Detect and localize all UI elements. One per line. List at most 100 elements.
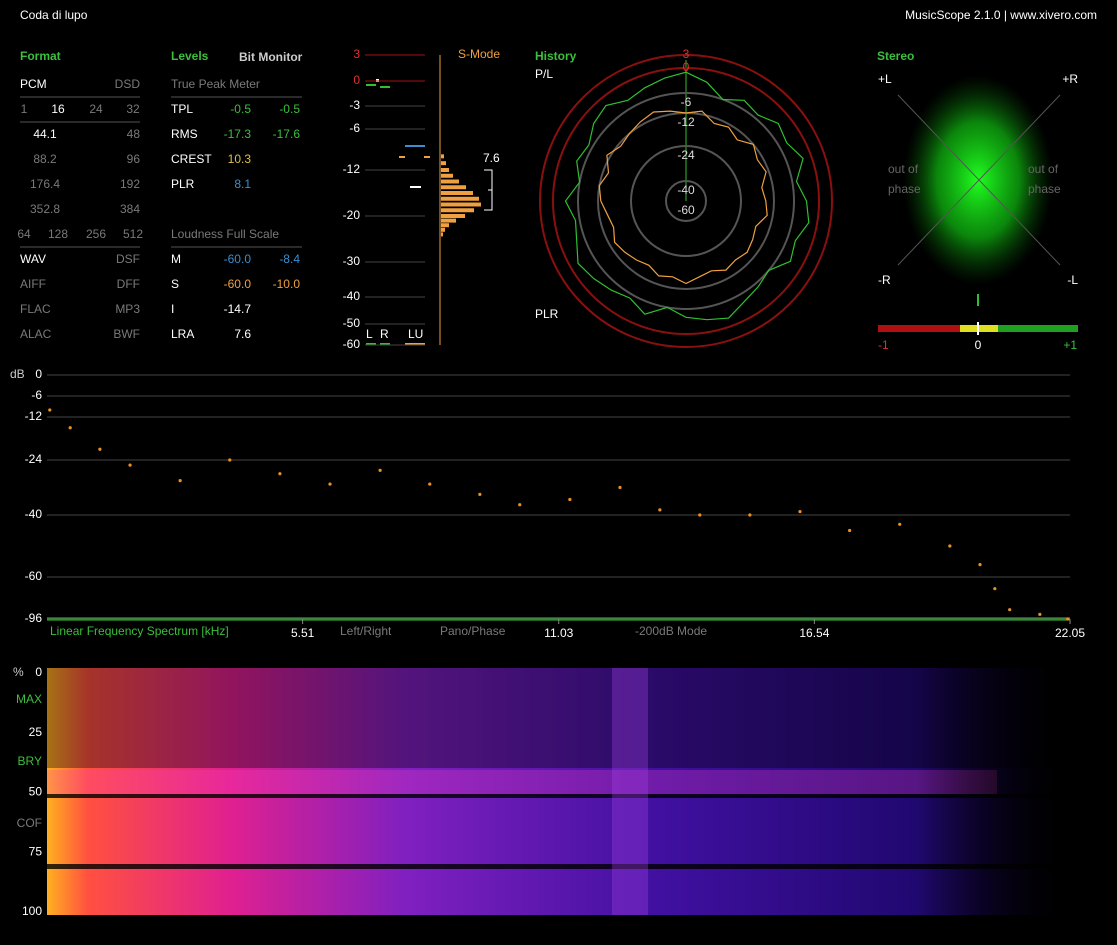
level-value: -0.5: [230, 102, 251, 116]
y-tick-label: 0: [35, 367, 42, 381]
polar-trace: [564, 71, 810, 321]
spectrum-point: [978, 563, 982, 567]
format-option: 32: [126, 102, 140, 116]
app-title: MusicScope 2.1.0 | www.xivero.com: [905, 8, 1097, 22]
histogram-bar: [441, 154, 444, 159]
format-option: 256: [86, 227, 106, 241]
histogram-bar: [441, 191, 473, 195]
x-tick-label: 5.51: [291, 626, 315, 640]
histogram-bar: [441, 173, 453, 178]
x-tick-label: 11.03: [544, 626, 573, 640]
panel-title: History: [535, 49, 577, 63]
format-option: DFF: [117, 277, 140, 291]
level-value: 8.1: [234, 177, 251, 191]
spectrum-point: [478, 492, 482, 496]
spectrogram-fade: [47, 668, 1070, 915]
meter-tick-label: -3: [349, 98, 360, 112]
y-tick-label: -24: [25, 452, 43, 466]
histogram-bar: [441, 208, 474, 213]
polar-tick-label: -6: [681, 95, 692, 109]
channel-label: R: [380, 327, 389, 341]
x-tick-label: 22.05: [1055, 626, 1085, 640]
spectrum-point: [518, 503, 522, 507]
polar-ring: [665, 180, 707, 222]
meter-mode[interactable]: S-Mode: [458, 47, 500, 61]
mode-button[interactable]: Pano/Phase: [440, 624, 506, 638]
y-tick-label: 25: [29, 725, 43, 739]
y-tick-label: -40: [25, 507, 43, 521]
histogram-bar: [441, 223, 449, 228]
spectrum-point: [378, 468, 382, 472]
format-option: 352.8: [30, 202, 60, 216]
histogram-bar: [441, 227, 445, 232]
format-option: 384: [120, 202, 140, 216]
polar-tick-label: -60: [677, 203, 695, 217]
format-option: 96: [127, 152, 141, 166]
spectrum-point: [128, 463, 132, 467]
spectrum-point: [898, 522, 902, 526]
polar-trace: [598, 110, 768, 285]
y-tick-label: -60: [25, 569, 43, 583]
corner-label: +R: [1062, 72, 1078, 86]
y-tick-label: -96: [25, 611, 43, 625]
spectrum-point: [698, 513, 702, 517]
histogram-bar: [441, 232, 443, 237]
format-option: 176.4: [30, 177, 60, 191]
section-header: Loudness Full Scale: [171, 227, 279, 241]
level-value: -17.6: [273, 127, 301, 141]
spectrum-point: [98, 447, 102, 451]
format-option: MP3: [115, 302, 140, 316]
y-tick-label: 0: [35, 665, 42, 679]
channel-label: LU: [408, 327, 423, 341]
polar-tick-label: 0: [683, 60, 690, 74]
tab[interactable]: Bit Monitor: [239, 50, 303, 64]
spectrum-point: [618, 485, 622, 490]
level-value: -8.4: [279, 252, 300, 266]
marker-label: COF: [17, 816, 42, 830]
y-tick-label: -6: [31, 388, 42, 402]
marker-label: MAX: [16, 692, 42, 706]
spectrum-point: [568, 497, 572, 502]
polar-ring: [539, 54, 833, 348]
phase-label: phase: [888, 182, 921, 196]
correlation-segment: [998, 325, 1078, 332]
mode-button[interactable]: Left/Right: [340, 624, 392, 638]
spectrum-point: [278, 472, 282, 476]
level-value: -60.0: [224, 277, 252, 291]
mode-button[interactable]: -200dB Mode: [635, 624, 707, 638]
level-label: M: [171, 252, 181, 266]
y-unit: dB: [10, 367, 25, 381]
spectrum-point: [948, 544, 952, 548]
format-option: 128: [48, 227, 68, 241]
spectrum-point: [748, 513, 752, 517]
format-option: 88.2: [33, 152, 57, 166]
format-option: 44.1: [33, 127, 57, 141]
format-option: 24: [89, 102, 103, 116]
spectrum-point: [68, 426, 72, 430]
meter-tick-label: -50: [343, 316, 361, 330]
format-option: PCM: [20, 77, 47, 91]
histogram-bar: [441, 161, 446, 166]
lra-label: 7.6: [483, 151, 500, 165]
spectrum-point: [328, 482, 332, 486]
y-tick-label: -12: [25, 409, 43, 423]
meter-tick-label: -20: [343, 208, 361, 222]
meter-tick-label: -12: [343, 162, 361, 176]
format-option: 64: [17, 227, 31, 241]
correlation-label: +1: [1063, 338, 1077, 352]
format-option: 1: [21, 102, 28, 116]
level-label: S: [171, 277, 179, 291]
panel-title[interactable]: Levels: [171, 49, 209, 63]
meter-tick-label: -30: [343, 254, 361, 268]
level-label: TPL: [171, 102, 193, 116]
goniometer-glow: [903, 75, 1053, 285]
spectrum-point: [48, 408, 52, 412]
histogram-bar: [441, 202, 481, 207]
meter-tick-label: -6: [349, 121, 360, 135]
format-option: DSD: [115, 77, 141, 91]
meter-tick-label: 0: [353, 73, 360, 87]
corner-label: -L: [1067, 273, 1078, 287]
spectrum-point: [228, 458, 232, 462]
level-label: CREST: [171, 152, 212, 166]
